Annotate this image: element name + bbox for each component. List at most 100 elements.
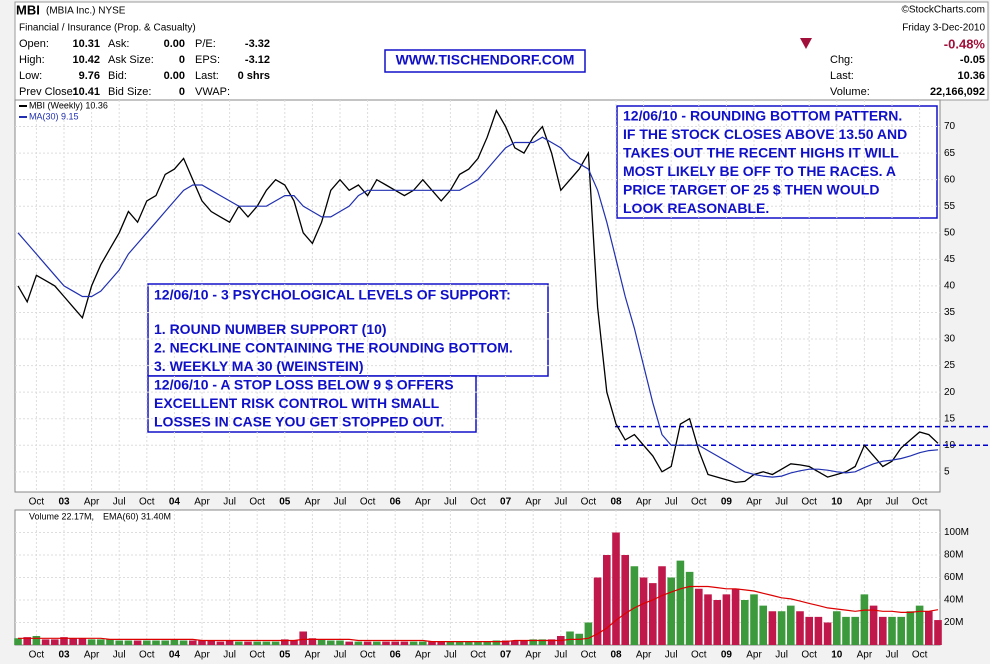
volume-bar: [97, 639, 105, 645]
volume-bar: [419, 641, 427, 645]
volume-bar: [483, 641, 491, 645]
volume-bar: [41, 639, 50, 645]
volume-bar: [695, 588, 703, 645]
change-pct: -0.48%: [944, 36, 986, 51]
y-tick-label: 65: [944, 148, 956, 159]
volume-bar: [281, 639, 289, 645]
y-tick-label: 50: [944, 227, 956, 238]
volume-bar: [262, 641, 271, 645]
x-tick-label: Oct: [801, 497, 817, 508]
volume-bar: [327, 640, 335, 645]
x-tick-label: Jul: [775, 650, 788, 661]
volume-bar: [934, 620, 942, 645]
ma-line: [17, 136, 939, 478]
x-tick-label: 04: [169, 497, 181, 508]
quote-value: -3.32: [245, 38, 270, 50]
quote-value: 10.31: [72, 38, 100, 50]
volume-bar: [428, 641, 436, 645]
volume-bar: [823, 622, 832, 645]
quote-label: High:: [19, 54, 45, 66]
x-tick-label: Oct: [139, 497, 155, 508]
y-tick-label: 15: [944, 413, 956, 424]
legend-entry: EMA(60) 31.40M: [103, 511, 171, 521]
x-tick-label: Apr: [305, 497, 321, 508]
x-tick-label: 06: [390, 497, 402, 508]
summary-label: Last:: [830, 70, 854, 82]
quote-label: Last:: [195, 70, 219, 82]
down-arrow: [800, 38, 812, 49]
x-tick-label: 07: [500, 497, 512, 508]
volume-bar: [501, 640, 510, 645]
x-tick-label: Jul: [775, 497, 788, 508]
volume-bar: [768, 611, 777, 645]
x-tick-label: Oct: [801, 650, 817, 661]
volume-bar: [87, 639, 96, 645]
price-line: [17, 109, 939, 484]
note-line: 12/06/10 - A STOP LOSS BELOW 9 $ OFFERS: [154, 377, 454, 393]
volume-bar: [391, 641, 399, 645]
x-tick-label: Jul: [334, 650, 347, 661]
x-tick-label: Apr: [857, 650, 873, 661]
volume-bar: [888, 616, 896, 645]
x-tick-label: Jul: [223, 497, 236, 508]
note-line: 12/06/10 - 3 PSYCHOLOGICAL LEVELS OF SUP…: [154, 287, 511, 303]
x-tick-label: 07: [500, 650, 512, 661]
quote-value: 9.76: [79, 70, 100, 82]
x-tick-label: Apr: [636, 497, 652, 508]
legend-entry: MA(30) 9.15: [29, 111, 79, 121]
note-box: [616, 105, 938, 219]
summary-value: 10.36: [957, 70, 985, 82]
volume-bar: [879, 616, 887, 645]
volume-bar: [354, 641, 363, 645]
volume-bar: [133, 640, 142, 645]
volume-bar: [851, 616, 859, 645]
volume-bar: [465, 641, 473, 645]
volume-bar: [235, 641, 243, 645]
x-tick-label: Jul: [113, 650, 126, 661]
x-tick-label: 06: [390, 650, 402, 661]
volume-bar: [225, 640, 234, 645]
x-tick-label: 03: [58, 650, 70, 661]
volume-bar: [189, 640, 197, 645]
x-tick-label: Apr: [84, 650, 100, 661]
x-tick-label: 09: [721, 497, 733, 508]
volume-bar: [400, 641, 409, 645]
volume-bar: [207, 640, 215, 645]
volume-bar: [308, 638, 317, 645]
volume-bar: [170, 639, 179, 645]
volume-bar: [271, 641, 280, 645]
volume-bar: [299, 631, 307, 645]
x-tick-label: Apr: [415, 650, 431, 661]
x-tick-label: Oct: [360, 497, 376, 508]
volume-bar: [60, 637, 68, 645]
volume-bar: [345, 641, 353, 645]
volume-bar: [373, 641, 381, 645]
x-tick-label: Oct: [581, 497, 597, 508]
volume-bar: [14, 638, 22, 645]
y-tick-label: 40: [944, 281, 956, 292]
volume-bar: [603, 555, 611, 645]
y-tick-label: 45: [944, 254, 956, 265]
volume-bar: [566, 631, 574, 645]
volume-bar: [722, 594, 731, 645]
volume-bar: [925, 611, 933, 645]
quote-value: -3.12: [245, 54, 270, 66]
y-tick-label: 80M: [944, 550, 963, 561]
volume-bar: [676, 560, 685, 645]
volume-bar: [492, 640, 501, 645]
volume-bar: [51, 639, 59, 645]
volume-bar: [446, 641, 455, 645]
note-line: LOSSES IN CASE YOU GET STOPPED OUT.: [154, 414, 444, 430]
x-tick-label: Oct: [29, 650, 45, 661]
volume-bar: [32, 636, 41, 645]
volume-bar: [143, 640, 151, 645]
x-tick-label: Oct: [691, 650, 707, 661]
volume-bar: [667, 577, 675, 645]
volume-bar: [833, 611, 841, 645]
x-tick-label: 10: [831, 650, 843, 661]
volume-bar: [336, 640, 344, 645]
x-tick-label: Jul: [223, 650, 236, 661]
volume-bar: [860, 594, 869, 645]
x-tick-label: Oct: [470, 497, 486, 508]
symbol: MBI: [16, 2, 40, 17]
